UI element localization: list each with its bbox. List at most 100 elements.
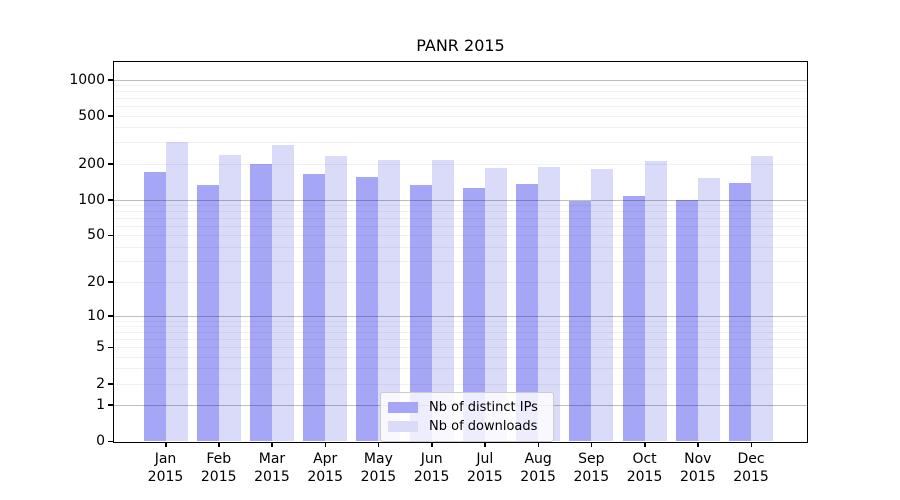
bar-distinct-ips-jul [462, 188, 485, 441]
legend-item-distinct-ips: Nb of distinct IPs [388, 398, 546, 417]
bar-downloads-oct [644, 161, 667, 441]
x-tick-label-mar: Mar 2015 [254, 451, 290, 485]
y-tick-label-0: 0 [96, 433, 105, 449]
x-tick-dec [750, 442, 753, 447]
x-tick-jul [484, 442, 486, 447]
gridline-minor-900 [114, 85, 807, 87]
x-tick-label-nov: Nov 2015 [679, 451, 716, 485]
gridline-minor-500 [114, 115, 807, 117]
x-tick-nov [697, 442, 699, 447]
gridline-minor-50 [114, 235, 807, 237]
x-tick-may [377, 442, 380, 447]
gridline-minor-30 [114, 261, 807, 263]
gridline-minor-20 [114, 281, 807, 283]
x-tick-label-jan: Jan 2015 [147, 451, 184, 485]
bar-downloads-jun [431, 159, 454, 441]
bar-downloads-may [378, 159, 401, 441]
y-tick-100 [108, 199, 113, 201]
y-tick-label-1: 1 [96, 396, 105, 413]
bar-downloads-sep [591, 169, 614, 441]
y-tick-label-5: 5 [96, 339, 105, 356]
gridline-minor-40 [114, 246, 807, 248]
bar-distinct-ips-nov [675, 199, 698, 441]
y-tick-2 [108, 383, 113, 385]
gridline-minor-9 [114, 320, 807, 322]
bar-distinct-ips-aug [516, 184, 539, 441]
x-tick-label-jul: Jul 2015 [467, 451, 503, 485]
y-tick-label-50: 50 [87, 227, 105, 244]
bar-distinct-ips-feb [196, 184, 219, 441]
x-tick-jan [165, 442, 167, 447]
y-tick-5 [108, 346, 113, 349]
gridline-minor-300 [114, 142, 807, 144]
y-tick-label-1000: 1000 [69, 71, 105, 88]
bar-downloads-nov [697, 177, 720, 441]
bar-distinct-ips-mar [249, 163, 272, 441]
gridline-minor-400 [114, 127, 807, 129]
x-tick-oct [644, 442, 646, 447]
plot-area: Nb of distinct IPs Nb of downloads 0 1 2 5 1… [69, 61, 808, 485]
bar-downloads-apr [325, 156, 348, 441]
gridline-minor-70 [114, 218, 807, 219]
x-tick-label-dec: Dec 2015 [733, 451, 769, 485]
gridline-minor-600 [114, 106, 807, 108]
y-tick-label-500: 500 [78, 107, 105, 124]
y-tick-500 [108, 115, 113, 117]
legend-swatch-distinct-ips-icon [388, 402, 418, 413]
legend-label-downloads: Nb of downloads [429, 419, 538, 434]
bar-downloads-feb [218, 155, 241, 441]
gridline-minor-3 [114, 368, 807, 370]
chart-title: PANR 2015 [416, 36, 505, 55]
gridline-minor-80 [114, 211, 807, 213]
x-tick-label-oct: Oct 2015 [626, 451, 663, 485]
x-tick-jun [431, 442, 433, 447]
gridline-major-10 [114, 315, 807, 317]
bar-distinct-ips-apr [303, 173, 326, 441]
gridline-minor-200 [114, 163, 807, 165]
x-tick-label-jun: Jun 2015 [413, 451, 450, 485]
x-tick-label-apr: Apr 2015 [307, 451, 343, 485]
y-tick-50 [108, 234, 113, 237]
x-tick-mar [271, 442, 273, 447]
y-tick-20 [108, 281, 113, 283]
gridline-minor-8 [114, 326, 807, 328]
x-tick-label-aug: Aug 2015 [520, 451, 556, 485]
legend-label-distinct-ips: Nb of distinct IPs [429, 400, 538, 415]
gridline-minor-800 [114, 91, 807, 93]
gridline-major-1000 [114, 79, 807, 81]
gridline-minor-2 [114, 383, 807, 385]
bar-distinct-ips-dec [729, 182, 752, 441]
y-tick-0 [108, 440, 113, 442]
y-tick-label-10: 10 [87, 307, 105, 324]
x-tick-apr [324, 442, 327, 447]
bar-distinct-ips-may [356, 176, 379, 441]
legend-item-downloads: Nb of downloads [388, 417, 546, 436]
gridline-minor-60 [114, 225, 807, 227]
x-tick-aug [537, 442, 540, 447]
bar-distinct-ips-jan [143, 172, 166, 441]
bar-downloads-aug [538, 167, 561, 441]
x-tick-label-sep: Sep 2015 [573, 451, 610, 485]
y-tick-label-100: 100 [78, 191, 105, 208]
legend-swatch-downloads-icon [388, 421, 418, 432]
bar-downloads-mar [271, 145, 294, 441]
gridline-minor-6 [114, 339, 807, 341]
x-tick-label-feb: Feb 2015 [200, 451, 237, 485]
bar-downloads-dec [751, 156, 774, 441]
gridline-minor-7 [114, 332, 807, 334]
legend: Nb of distinct IPs Nb of downloads [380, 392, 554, 442]
y-tick-200 [108, 163, 113, 165]
y-tick-1000 [108, 79, 113, 81]
y-tick-label-200: 200 [78, 155, 105, 172]
y-tick-10 [108, 315, 113, 317]
x-tick-feb [218, 442, 220, 447]
bar-downloads-jul [484, 168, 507, 441]
bar-downloads-jan [165, 141, 188, 441]
gridline-minor-5 [114, 347, 807, 349]
y-tick-label-2: 2 [96, 375, 105, 392]
gridline-minor-700 [114, 98, 807, 100]
x-tick-label-may: May 2015 [360, 451, 397, 485]
gridline-minor-90 [114, 205, 807, 207]
x-tick-sep [590, 442, 593, 447]
